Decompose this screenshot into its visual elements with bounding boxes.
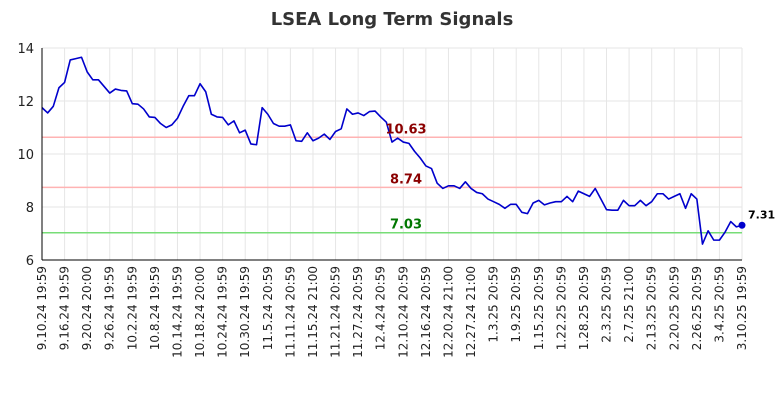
signal-lines	[42, 136, 742, 234]
x-tick-label: 11.5.24 20:59	[261, 266, 275, 350]
x-tick-label: 2.20.25 20:59	[667, 266, 681, 350]
x-tick-label: 11.15.24 21:00	[306, 266, 320, 358]
x-tick-label: 1.22.25 20:59	[554, 266, 568, 350]
x-tick-label: 12.16.24 20:59	[419, 266, 433, 358]
x-tick-label: 10.18.24 20:00	[193, 266, 207, 358]
x-tick-label: 1.9.25 20:59	[509, 266, 523, 343]
x-tick-label: 10.14.24 19:59	[170, 266, 184, 358]
signal-label: 7.03	[390, 218, 422, 233]
x-tick-label: 9.20.24 20:00	[80, 266, 94, 350]
price-line	[41, 56, 743, 245]
x-tick-label: 11.11.24 20:59	[283, 266, 297, 358]
x-tick-label: 2.3.25 20:59	[600, 266, 614, 343]
x-tick-label: 1.3.25 20:59	[487, 266, 501, 343]
x-tick-label: 12.20.24 21:00	[441, 266, 455, 358]
x-tick-label: 1.15.25 20:59	[532, 266, 546, 350]
x-tick-label: 12.4.24 20:59	[374, 266, 388, 350]
y-tick-label: 8	[26, 201, 34, 216]
x-tick-label: 1.28.25 20:59	[577, 266, 591, 350]
chart-title: LSEA Long Term Signals	[271, 9, 514, 30]
x-tick-label: 2.26.25 20:59	[690, 266, 704, 350]
last-point-marker	[738, 221, 746, 229]
x-tick-labels: 9.10.24 19:59 9.16.24 19:59 9.20.24 20:00 9…	[35, 266, 749, 358]
signal-label: 10.63	[385, 122, 426, 137]
y-tick-labels: 6 8 10 12 14	[17, 42, 34, 269]
x-tick-label: 12.27.24 21:00	[464, 266, 478, 358]
x-tick-label: 9.10.24 19:59	[35, 266, 49, 350]
x-tick-label: 2.7.25 21:00	[622, 266, 636, 343]
y-tick-label: 6	[26, 254, 34, 269]
x-tick-label: 11.21.24 20:59	[329, 266, 343, 358]
x-tick-label: 10.8.24 19:59	[148, 266, 162, 350]
price-series	[41, 56, 746, 245]
x-tick-label: 9.26.24 19:59	[103, 266, 117, 350]
y-tick-label: 10	[17, 148, 34, 163]
signal-label: 8.74	[390, 172, 422, 187]
x-tick-label: 3.10.25 19:59	[735, 266, 749, 350]
y-tick-label: 12	[17, 95, 34, 110]
last-value-label: 7.31	[748, 208, 775, 221]
annotations: 10.63 8.74 7.03 7.31	[385, 122, 775, 232]
x-tick-label: 9.16.24 19:59	[58, 266, 72, 350]
axes	[41, 48, 742, 261]
y-tick-label: 14	[17, 42, 34, 57]
x-tick-label: 10.30.24 19:59	[238, 266, 252, 358]
x-tick-label: 10.2.24 19:59	[125, 266, 139, 350]
x-tick-label: 10.24.24 19:59	[216, 266, 230, 358]
x-tick-label: 3.4.25 20:59	[712, 266, 726, 343]
x-tick-label: 2.13.25 20:59	[645, 266, 659, 350]
x-tick-label: 11.27.24 20:59	[351, 266, 365, 358]
x-tick-label: 12.10.24 20:59	[396, 266, 410, 358]
